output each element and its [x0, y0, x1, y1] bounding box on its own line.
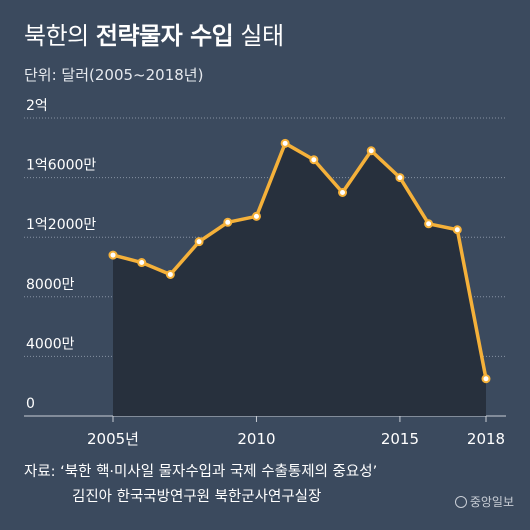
y-tick-label: 1억2000만 [26, 217, 96, 233]
data-point [424, 219, 434, 229]
unit-label: 단위: 달러(2005~2018년) [24, 66, 204, 84]
title-suffix: 실태 [240, 22, 284, 50]
data-point [194, 237, 204, 247]
publisher-logo: 중앙일보 [454, 493, 514, 510]
x-tick-label: 2018 [467, 430, 505, 448]
x-tick-label: 2005년 [87, 430, 139, 448]
area-fill [113, 143, 486, 416]
line-chart: 0 4000만 8000만 1억2000만 1억6000만 2억 2005년 2010 2015… [24, 98, 506, 448]
data-point [395, 173, 405, 183]
y-tick-label: 8000만 [26, 277, 75, 293]
data-point [366, 146, 376, 156]
x-tick-label: 2015 [381, 430, 419, 448]
source-line-1: 자료: ‘북한 핵·미사일 물자수입과 국제 수출통제의 중요성’ [24, 464, 378, 480]
data-point [338, 188, 348, 197]
data-point [280, 138, 290, 148]
y-tick-label: 4000만 [26, 336, 75, 352]
x-tick-label: 2010 [237, 430, 275, 448]
data-point [165, 269, 175, 279]
data-point [223, 217, 233, 227]
data-point [251, 211, 261, 221]
data-point [108, 250, 118, 260]
series-line [111, 141, 488, 381]
logo-text: 중앙일보 [469, 495, 514, 509]
source-note: 자료: ‘북한 핵·미사일 물자수입과 국제 수출통제의 중요성’ 김진아 한국… [24, 460, 377, 510]
title-bold: 전략물자 수입 [95, 22, 234, 50]
data-point [309, 155, 319, 165]
y-tick-label: 1억6000만 [26, 158, 96, 174]
logo-icon [454, 495, 467, 508]
chart-title: 북한의 전략물자 수입 실태 [24, 16, 284, 51]
source-line-2: 김진아 한국국방연구원 북한군사연구실장 [72, 489, 322, 505]
y-tick-label: 0 [26, 396, 35, 412]
data-point [481, 374, 491, 384]
title-prefix: 북한의 [24, 22, 89, 50]
y-tick-label: 2억 [26, 98, 48, 114]
data-point [137, 258, 147, 268]
data-point [452, 225, 462, 235]
